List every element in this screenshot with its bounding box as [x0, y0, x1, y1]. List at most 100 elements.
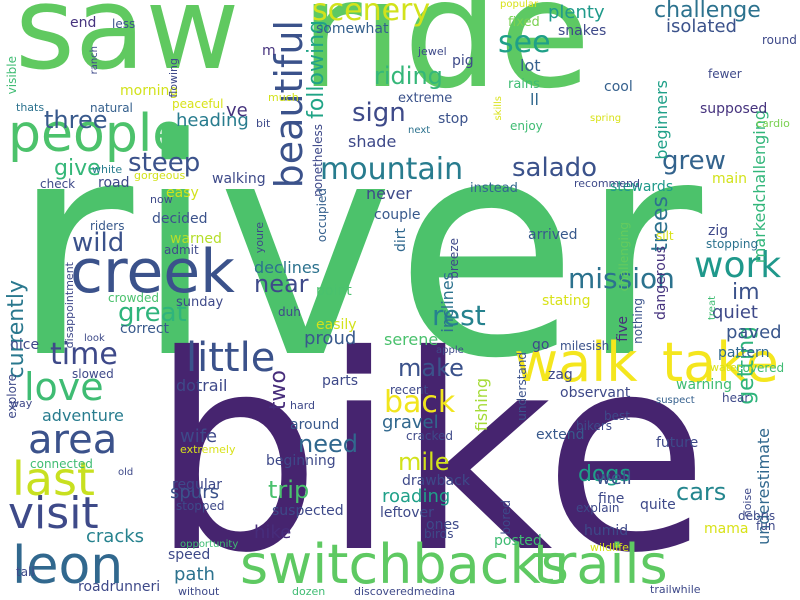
word-make: make	[398, 354, 464, 382]
word-time: time	[50, 337, 118, 372]
word-mountain: mountain	[320, 152, 464, 187]
word-warned: warned	[170, 231, 222, 247]
word-trails: trails	[533, 533, 668, 596]
word-challenge: challenge	[654, 0, 761, 23]
word-posted: posted	[494, 533, 542, 549]
word-extreme: extreme	[398, 91, 453, 106]
word-crowded: crowded	[108, 291, 160, 305]
word-rains: rains	[508, 77, 540, 92]
word-cracked: cracked	[406, 429, 454, 443]
word-morning: morning	[120, 83, 179, 99]
word-proud: proud	[304, 328, 357, 349]
word-dozen: dozen	[292, 585, 326, 598]
word-im: im	[732, 280, 760, 305]
word-stopped: stopped	[176, 499, 225, 513]
word-isolated: isolated	[666, 16, 737, 37]
word-cracks: cracks	[86, 526, 145, 547]
word-drawback: drawback	[402, 473, 470, 489]
word-duh: duh	[278, 305, 301, 319]
word-thats: thats	[16, 101, 45, 114]
word-old: old	[118, 467, 134, 478]
word-never: never	[366, 184, 412, 203]
word-apple: apple	[436, 345, 464, 356]
word-beautiful: beautiful	[267, 20, 311, 189]
word-work: work	[694, 245, 782, 286]
word-main: main	[712, 171, 747, 187]
word-river: river	[10, 75, 703, 424]
word-couple: couple	[374, 207, 421, 223]
word-end: end	[70, 15, 97, 31]
word-trailwhile: trailwhile	[650, 583, 701, 596]
word-need: need	[298, 430, 358, 458]
word-birds: birds	[424, 527, 454, 541]
word-well: well	[596, 468, 632, 489]
word-adventure: adventure	[42, 406, 124, 425]
word-flowing: flowing	[167, 58, 180, 98]
word-wildlife: wildlife	[590, 541, 629, 554]
word-parts: parts	[322, 373, 359, 389]
word-recent: recent	[390, 383, 429, 397]
word-fine: fine	[598, 491, 625, 507]
word-bike: bike	[150, 297, 710, 600]
word-peaceful: peaceful	[172, 97, 224, 111]
word-hard: hard	[290, 399, 316, 412]
word-jewel: jewel	[418, 45, 447, 58]
word-observant: observant	[560, 385, 631, 401]
word-grew: grew	[662, 146, 726, 176]
word-fishing: fishing	[472, 378, 491, 432]
word-spring: spring	[590, 113, 622, 124]
word-opportunity: opportunity	[180, 539, 239, 550]
word-zag: zag	[548, 367, 573, 383]
word-water: water	[710, 361, 742, 374]
word-little: little	[186, 335, 276, 381]
word-speed: speed	[168, 547, 211, 563]
word-salado: salado	[512, 153, 598, 183]
word-path: path	[174, 564, 215, 585]
word-pig: pig	[452, 53, 474, 69]
word-slowed: slowed	[72, 367, 114, 381]
word-dogs: dogs	[578, 462, 631, 487]
word-white: white	[92, 163, 123, 176]
word-popular: popular	[500, 0, 539, 10]
word-back: back	[384, 385, 456, 420]
word-easily: easily	[316, 317, 357, 333]
word-fixed: fixed	[508, 15, 540, 30]
word-point: point	[316, 283, 352, 299]
word-suspect: suspect	[656, 395, 695, 406]
word-silt: silt	[656, 229, 674, 243]
word-disappointment: disappointment	[63, 262, 76, 349]
word-hike: hike	[254, 522, 292, 543]
word-give: give	[54, 156, 101, 181]
word-connected: connected	[30, 457, 93, 471]
word-dotrail: dotrail	[176, 376, 228, 395]
word-wild: wild	[72, 228, 125, 258]
word-dangerous: dangerous	[653, 246, 669, 321]
word-riders: riders	[90, 219, 125, 233]
word-currently: currently	[4, 280, 29, 379]
word-stating: stating	[542, 293, 591, 309]
word-ranch: ranch	[89, 46, 100, 75]
word-extend: extend	[536, 427, 585, 443]
word-beginning: beginning	[266, 453, 336, 469]
word-ve: ve	[226, 100, 248, 121]
word-zig: zig	[708, 223, 729, 239]
word-people: people	[8, 104, 185, 164]
word-near: near	[254, 270, 309, 298]
word-milesish: milesish	[560, 339, 610, 353]
word-challenging: challenging	[617, 222, 631, 292]
word-visible: visible	[5, 56, 19, 95]
word-best: best	[604, 409, 630, 423]
word-fewer: fewer	[708, 67, 742, 81]
word-nothing: nothing	[631, 298, 645, 344]
word-decided: decided	[152, 211, 208, 227]
word-mile: mile	[398, 448, 450, 476]
word-somewhat: somewhat	[316, 21, 389, 37]
word-now: now	[150, 193, 173, 206]
word-instead: instead	[470, 181, 518, 196]
word-three: three	[44, 106, 108, 134]
word-visit: visit	[8, 488, 99, 539]
word-cool: cool	[604, 79, 633, 95]
word-love: love	[24, 365, 104, 409]
word-covered: covered	[736, 361, 785, 375]
